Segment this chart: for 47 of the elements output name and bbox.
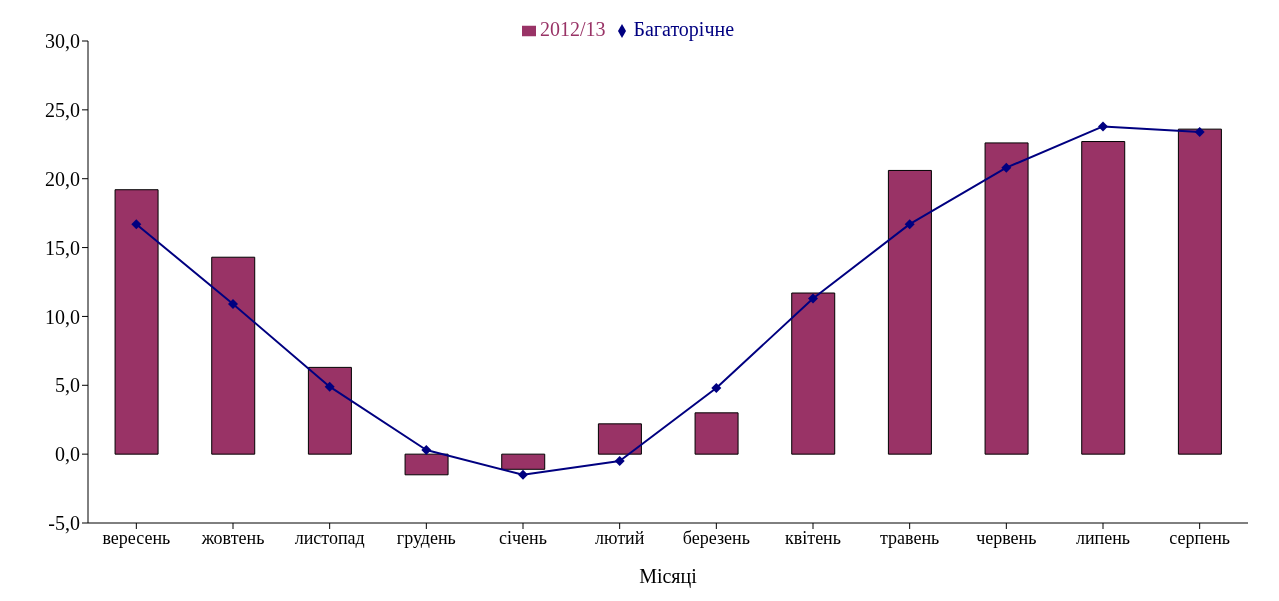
x-tick-label: травень bbox=[880, 527, 940, 548]
y-tick-label: 10,0 bbox=[45, 305, 80, 328]
x-tick-label: жовтень bbox=[200, 527, 265, 548]
y-tick-label: 15,0 bbox=[45, 236, 80, 259]
bar bbox=[597, 423, 642, 455]
point bbox=[1098, 121, 1108, 132]
legend-label: Багаторічне bbox=[633, 18, 735, 40]
x-axis-title: Місяці bbox=[639, 565, 698, 588]
x-tick-label: серпень bbox=[1169, 527, 1230, 548]
point bbox=[1194, 126, 1205, 137]
bar bbox=[1177, 128, 1222, 455]
bar bbox=[887, 169, 932, 455]
bar bbox=[694, 412, 739, 455]
y-tick-label: -5,0 bbox=[48, 512, 80, 535]
x-tick-label: червень bbox=[976, 527, 1037, 548]
point bbox=[808, 293, 818, 304]
point bbox=[518, 469, 528, 480]
bar bbox=[1081, 141, 1126, 455]
point bbox=[614, 456, 625, 467]
point bbox=[711, 383, 722, 394]
y-tick-label: 0,0 bbox=[55, 443, 80, 466]
bar bbox=[791, 292, 836, 455]
x-tick-label: березень bbox=[682, 527, 750, 548]
bar bbox=[404, 453, 449, 476]
x-tick-label: січень bbox=[499, 527, 547, 548]
x-tick-label: лютий bbox=[595, 527, 645, 548]
bar bbox=[114, 189, 159, 455]
legend-label: 2012/13 bbox=[539, 18, 606, 40]
point bbox=[131, 219, 142, 230]
x-tick-label: вересень bbox=[102, 527, 171, 548]
x-tick-label: липень bbox=[1075, 527, 1131, 548]
x-tick-label: листопад bbox=[294, 527, 365, 548]
bar bbox=[984, 142, 1029, 455]
x-tick-label: грудень bbox=[396, 527, 456, 548]
y-tick-label: 30,0 bbox=[45, 30, 80, 53]
bar bbox=[211, 256, 256, 455]
point bbox=[228, 299, 238, 310]
point bbox=[421, 445, 432, 456]
point bbox=[324, 381, 335, 392]
y-tick-label: 25,0 bbox=[45, 98, 80, 121]
point bbox=[1001, 162, 1012, 173]
bar bbox=[307, 366, 352, 455]
bar bbox=[501, 453, 546, 470]
y-tick-label: 20,0 bbox=[45, 167, 80, 190]
point bbox=[904, 219, 915, 230]
x-tick-label: квітень bbox=[785, 527, 841, 548]
y-tick-label: 5,0 bbox=[55, 374, 80, 397]
